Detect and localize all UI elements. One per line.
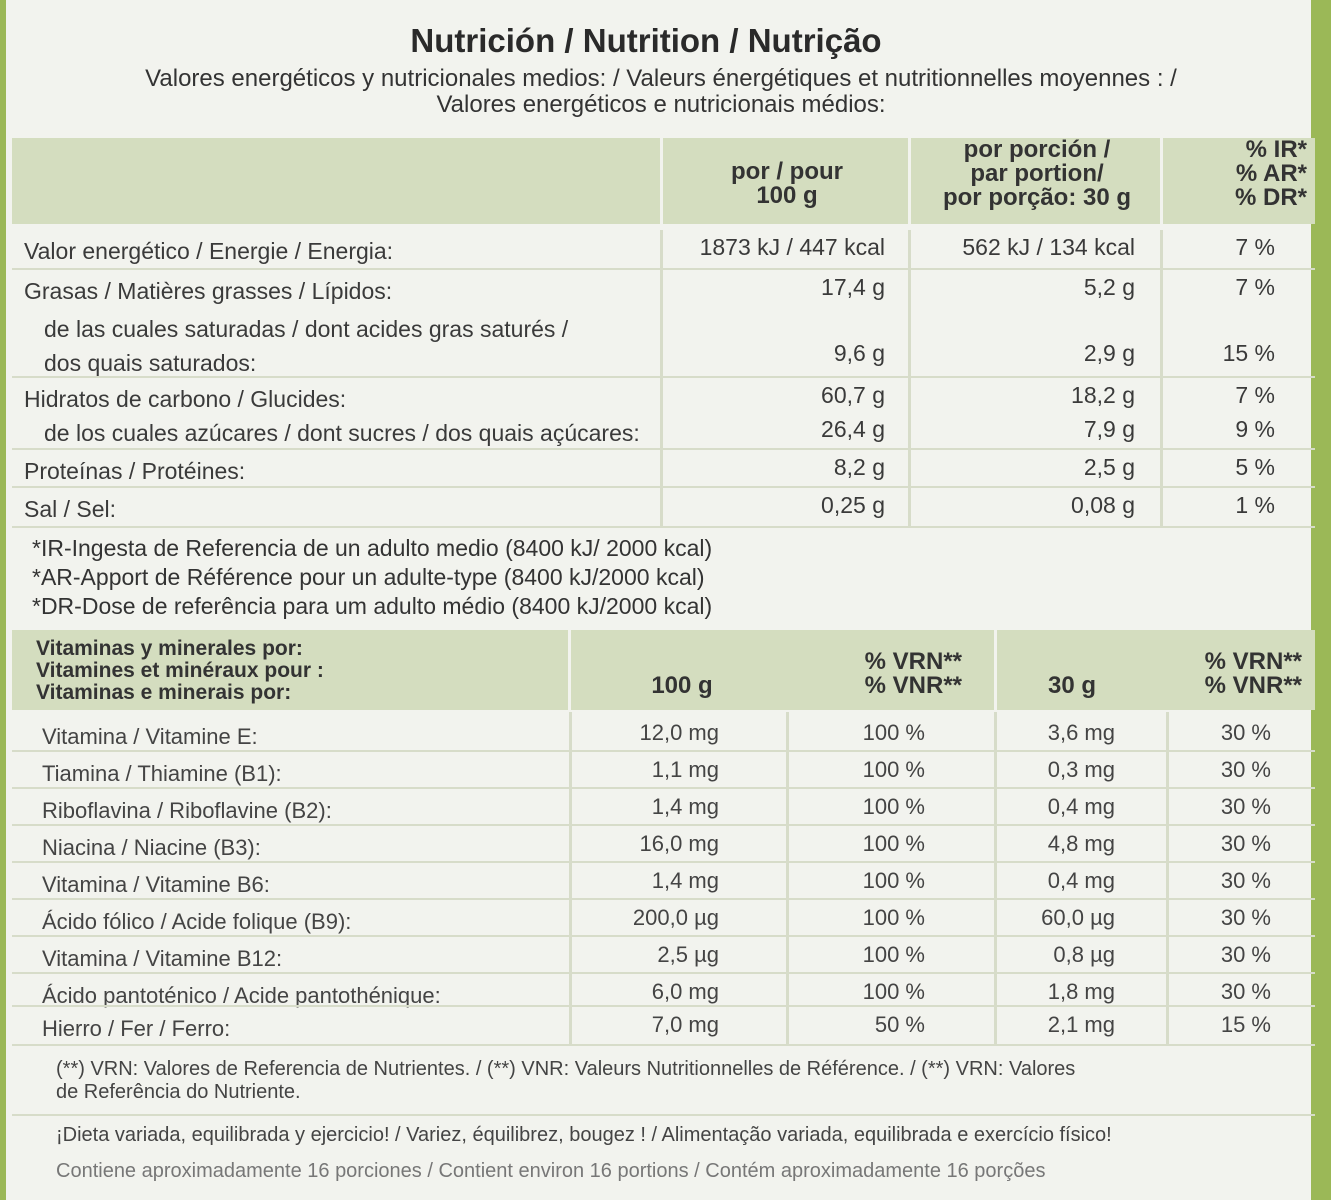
nutrition-row: Grasas / Matières grasses / Lípidos: 17,… — [24, 274, 1275, 304]
diet-message: ¡Dieta variada, equilibrada y ejercicio!… — [56, 1124, 1112, 1146]
header-ref-intake: % IR* % AR* % DR* — [1234, 136, 1307, 211]
nutrition-row: Hidratos de carbono / Glucides: 60,7 g 1… — [24, 382, 1275, 412]
vitamin-row: Hierro / Fer / Ferro: 7,0 mg 50 % 2,1 mg… — [42, 1012, 1271, 1041]
vitamin-row: Tiamina / Thiamine (B1): 1,1 mg 100 % 0,… — [42, 757, 1271, 786]
vitamin-row: Vitamina / Vitamine E: 12,0 mg 100 % 3,6… — [42, 720, 1271, 749]
header-per-portion: por porción / par portion/ por porção: 3… — [942, 136, 1132, 211]
label-subtitle: Valores energéticos y nutricionales medi… — [26, 66, 1296, 118]
label-title: Nutrición / Nutrition / Nutrição — [410, 22, 882, 59]
nutrition-table-header: por / pour 100 g por porción / par porti… — [12, 138, 1315, 224]
vitamin-row: Niacina / Niacine (B3): 16,0 mg 100 % 4,… — [42, 831, 1271, 860]
ref-note: *AR-Apport de Référence pour un adulte-t… — [32, 564, 705, 590]
vitamins-table-header: Vitaminas y minerales por: Vitamines et … — [12, 630, 1315, 710]
nutrition-row: Proteínas / Protéines: 8,2 g 2,5 g 5 % — [24, 454, 1275, 484]
nutrition-row: de las cuales saturadas / dont acides gr… — [44, 316, 1275, 376]
vitamin-row: Vitamina / Vitamine B12: 2,5 µg 100 % 0,… — [42, 942, 1271, 971]
ref-note: *DR-Dose de referência para um adulto mé… — [32, 593, 713, 619]
vitamins-header-vrn-30g: % VRN** % VNR** — [1204, 648, 1302, 699]
vitamin-row: Riboflavina / Riboflavine (B2): 1,4 mg 1… — [42, 794, 1271, 823]
vitamins-header-100g: 100 g — [651, 672, 713, 699]
subtitle-line-1: Valores energéticos y nutricionales medi… — [145, 65, 1177, 92]
vitamins-header-label: Vitaminas y minerales por: Vitamines et … — [36, 637, 324, 704]
subtitle-line-2: Valores energéticos e nutricionais médio… — [436, 91, 886, 118]
portions-message: Contiene aproximadamente 16 porciones / … — [56, 1160, 1046, 1182]
vitamin-row: Ácido pantoténico / Acide pantothénique:… — [42, 979, 1271, 1008]
header-per-100g: por / pour 100 g — [731, 158, 843, 209]
vitamins-header-30g: 30 g — [1047, 672, 1097, 699]
vitamins-header-vrn-100g: % VRN** % VNR** — [864, 648, 962, 699]
nutrition-row: de los cuales azúcares / dont sucres / d… — [44, 416, 1275, 446]
nutrition-row: Valor energético / Energie / Energia: 18… — [24, 234, 1275, 264]
ref-note: *IR-Ingesta de Referencia de un adulto m… — [32, 535, 713, 561]
vitamin-row: Ácido fólico / Acide folique (B9): 200,0… — [42, 905, 1271, 934]
nutrition-label-panel: Nutrición / Nutrition / Nutrição Valores… — [6, 0, 1315, 1200]
nutrition-row: Sal / Sel: 0,25 g 0,08 g 1 % — [24, 492, 1275, 522]
vrn-footnote: (**) VRN: Valores de Referencia de Nutri… — [56, 1058, 1076, 1103]
vitamin-row: Vitamina / Vitamine B6: 1,4 mg 100 % 0,4… — [42, 868, 1271, 897]
